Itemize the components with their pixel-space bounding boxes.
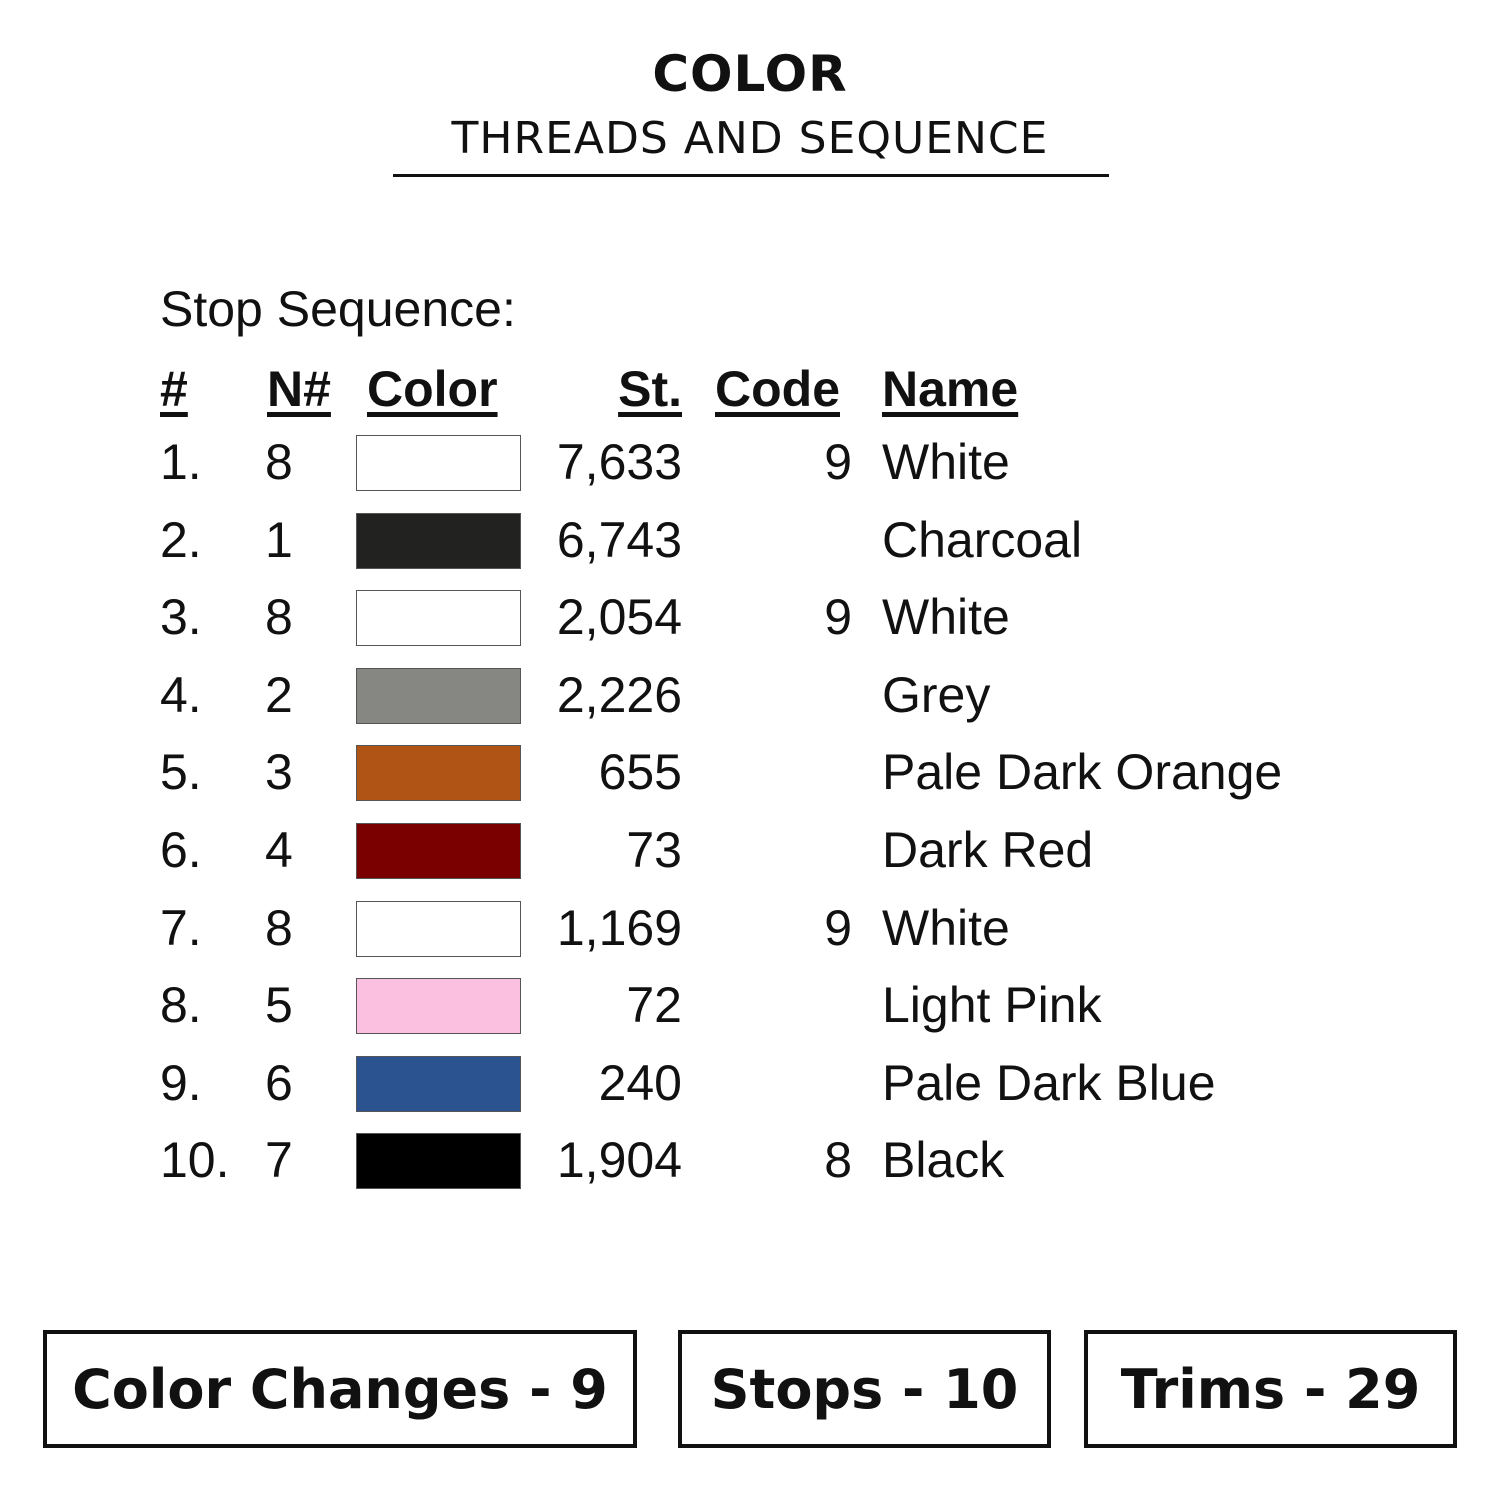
color-swatch xyxy=(356,512,521,569)
column-header-color: Color xyxy=(367,361,498,417)
row-code: 8 xyxy=(824,1132,852,1189)
color-swatch xyxy=(356,823,521,879)
row-stitches: 73 xyxy=(626,822,682,878)
row-name: White xyxy=(882,589,1010,646)
color-changes-box: Color Changes - 9 xyxy=(43,1330,637,1448)
column-header-stitches: St. xyxy=(618,361,682,417)
row-number: 6. xyxy=(160,822,202,878)
row-code: 9 xyxy=(824,899,852,956)
row-stitches: 1,904 xyxy=(556,1132,682,1189)
color-swatch xyxy=(356,978,521,1035)
column-header-name: Name xyxy=(882,361,1019,417)
row-number: 2. xyxy=(160,511,202,568)
row-name: White xyxy=(882,899,1010,956)
row-stitches: 6,743 xyxy=(556,511,682,568)
row-needle: 8 xyxy=(265,899,293,956)
row-stitches: 7,633 xyxy=(556,434,682,490)
row-name: Dark Red xyxy=(882,822,1094,878)
row-stitches: 1,169 xyxy=(556,899,682,956)
row-number: 4. xyxy=(160,666,202,723)
color-swatch xyxy=(356,435,521,491)
color-swatch xyxy=(356,900,521,957)
row-stitches: 2,226 xyxy=(556,666,682,723)
page-subtitle: THREADS AND SEQUENCE xyxy=(451,113,1049,164)
row-name: Black xyxy=(882,1132,1005,1189)
row-code: 9 xyxy=(824,589,852,646)
column-header-number: # xyxy=(160,361,188,417)
stops-box: Stops - 10 xyxy=(678,1330,1051,1448)
page-title: COLOR xyxy=(652,45,848,103)
row-needle: 8 xyxy=(265,434,293,490)
row-needle: 8 xyxy=(265,589,293,646)
row-name: Charcoal xyxy=(882,511,1083,568)
color-swatch xyxy=(356,1055,521,1112)
row-needle: 1 xyxy=(265,511,293,568)
row-needle: 6 xyxy=(265,1054,293,1111)
row-needle: 3 xyxy=(265,744,293,801)
row-name: Pale Dark Orange xyxy=(882,744,1283,801)
row-needle: 5 xyxy=(265,977,293,1034)
row-number: 8. xyxy=(160,977,202,1034)
title-divider xyxy=(393,174,1109,177)
column-header-needle: N# xyxy=(267,361,331,417)
color-swatch xyxy=(356,667,521,724)
row-stitches: 2,054 xyxy=(556,589,682,646)
row-name: Grey xyxy=(882,666,991,723)
trims-box: Trims - 29 xyxy=(1084,1330,1457,1448)
color-swatch xyxy=(356,745,521,802)
row-number: 7. xyxy=(160,899,202,956)
row-needle: 4 xyxy=(265,822,293,878)
row-number: 10. xyxy=(160,1132,230,1189)
row-stitches: 655 xyxy=(598,744,682,801)
row-name: Light Pink xyxy=(882,977,1102,1034)
row-name: White xyxy=(882,434,1010,490)
row-name: Pale Dark Blue xyxy=(882,1054,1216,1111)
row-needle: 2 xyxy=(265,666,293,723)
color-swatch xyxy=(356,590,521,647)
row-number: 9. xyxy=(160,1054,202,1111)
color-swatch xyxy=(356,1133,521,1190)
row-stitches: 72 xyxy=(626,977,682,1034)
row-stitches: 240 xyxy=(598,1054,682,1111)
row-number: 3. xyxy=(160,589,202,646)
row-number: 5. xyxy=(160,744,202,801)
stop-sequence-label: Stop Sequence: xyxy=(160,281,516,337)
column-header-code: Code xyxy=(715,361,840,417)
row-needle: 7 xyxy=(265,1132,293,1189)
row-code: 9 xyxy=(824,434,852,490)
row-number: 1. xyxy=(160,434,202,490)
